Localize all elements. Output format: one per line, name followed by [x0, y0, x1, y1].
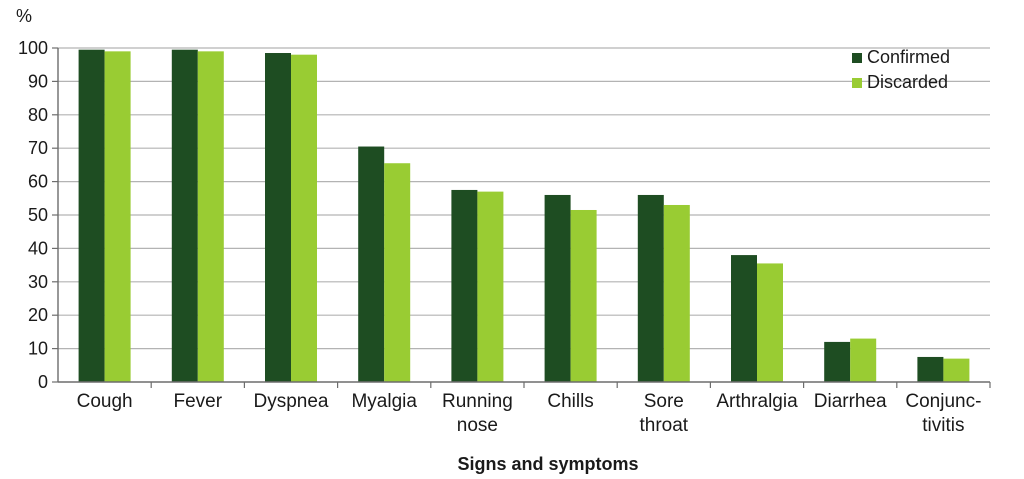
bar-confirmed	[917, 356, 944, 382]
bar-discarded	[291, 54, 317, 383]
legend-swatch	[852, 53, 862, 63]
bar-confirmed	[171, 49, 198, 383]
legend-swatch	[852, 78, 862, 88]
legend: Confirmed Discarded	[852, 47, 950, 92]
y-tick-label: 40	[28, 238, 48, 258]
bar-confirmed	[637, 194, 664, 382]
bar-discarded	[943, 358, 970, 382]
y-tick-label: 10	[28, 339, 48, 359]
bar-confirmed	[731, 255, 757, 382]
y-tick-label: 50	[28, 205, 48, 225]
bars	[78, 49, 970, 383]
bar-discarded	[477, 191, 504, 382]
bar-discarded	[663, 204, 690, 382]
y-tick-label: 20	[28, 305, 48, 325]
bar-discarded	[570, 209, 597, 382]
bar-discarded	[384, 163, 411, 382]
bar-confirmed	[265, 53, 291, 382]
x-tick-label: Diarrhea	[814, 391, 887, 412]
legend-label: Confirmed	[867, 47, 950, 67]
x-tick-label: throat	[640, 415, 689, 436]
bar-confirmed	[451, 189, 478, 382]
y-tick-label: 90	[28, 71, 48, 91]
x-tick-label: Chills	[547, 391, 593, 412]
x-tick-label: Sore	[644, 391, 684, 412]
bar-discarded	[757, 263, 783, 382]
bar-confirmed	[544, 194, 571, 382]
x-tick-label: Dyspnea	[254, 391, 329, 412]
x-tick-label: Conjunc-	[905, 391, 981, 412]
x-tick-label: nose	[457, 415, 498, 436]
x-tick-label: Running	[442, 391, 513, 412]
bar-discarded	[850, 338, 877, 382]
y-tick-label: 30	[28, 272, 48, 292]
bar-confirmed	[824, 341, 851, 382]
x-axis-title: Signs and symptoms	[457, 454, 638, 474]
x-tick-label: Fever	[174, 391, 223, 412]
y-tick-label: 60	[28, 172, 48, 192]
x-tick-label: Myalgia	[351, 391, 417, 412]
x-tick-label: tivitis	[922, 415, 964, 436]
bar-confirmed	[358, 146, 385, 382]
bar-discarded	[104, 51, 131, 383]
bar-confirmed	[78, 49, 105, 383]
y-tick-label: 70	[28, 138, 48, 158]
y-tick-label: 80	[28, 105, 48, 125]
y-axis-unit-label: %	[16, 6, 32, 26]
x-tick-label: Arthralgia	[716, 391, 798, 412]
x-tick-label: Cough	[77, 391, 133, 412]
legend-label: Discarded	[867, 72, 948, 92]
y-tick-label: 0	[38, 372, 48, 392]
axes: 0 10 20 30 40 50 60 70 80 90 100 Cough Fever Dyspnea M…	[18, 38, 991, 436]
bar-discarded	[197, 51, 224, 383]
y-tick-label: 100	[18, 38, 48, 58]
